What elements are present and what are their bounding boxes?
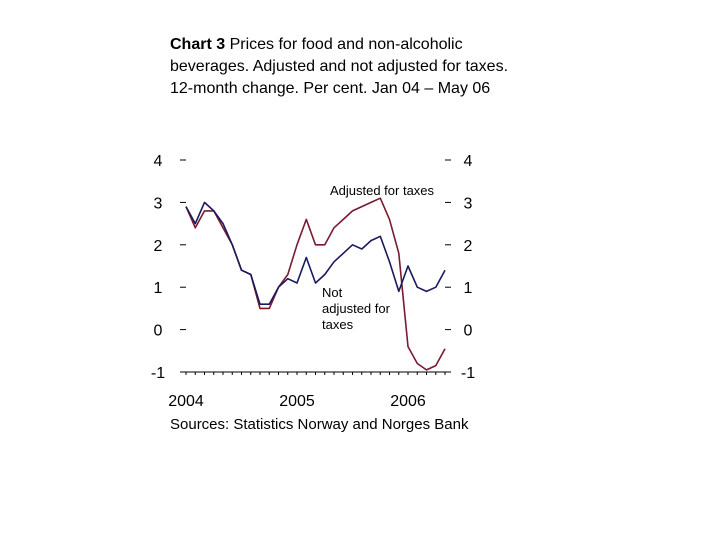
chart-title-text: Prices for food and non-alcoholic bevera… (170, 36, 509, 75)
chart-source: Sources: Statistics Norway and Norges Ba… (170, 416, 469, 433)
y-tick-label-left: 1 (154, 280, 163, 297)
chart-title-label: Chart 3 (170, 36, 226, 53)
y-tick-label-right: 0 (464, 323, 473, 340)
chart-subtitle: 12-month change. Per cent. Jan 04 – May … (170, 80, 491, 97)
y-tick-label-right: 3 (464, 195, 473, 212)
chart-title: Chart 3 Prices for food and non-alcoholi… (170, 34, 515, 100)
annotation-not-adjusted: adjusted for (322, 301, 391, 316)
x-tick-label: 2005 (279, 393, 315, 410)
y-tick-label-right: -1 (461, 365, 475, 382)
y-tick-label-left: 0 (154, 323, 163, 340)
series-line-not-adjusted (185, 201, 446, 306)
annotation-not-adjusted: taxes (322, 317, 354, 332)
series-line-adjusted (185, 197, 446, 371)
y-tick-label-left: 4 (154, 153, 163, 170)
y-tick-label-left: 2 (154, 238, 163, 255)
x-tick-label: 2006 (390, 393, 426, 410)
annotation-adjusted: Adjusted for taxes (330, 183, 435, 198)
y-tick-label-right: 4 (464, 153, 473, 170)
y-tick-label-right: 2 (464, 238, 473, 255)
x-tick-label: 2004 (168, 393, 204, 410)
y-tick-label-left: -1 (151, 365, 165, 382)
annotation-not-adjusted: Not (322, 285, 343, 300)
y-tick-label-right: 1 (464, 280, 473, 297)
y-tick-label-left: 3 (154, 195, 163, 212)
